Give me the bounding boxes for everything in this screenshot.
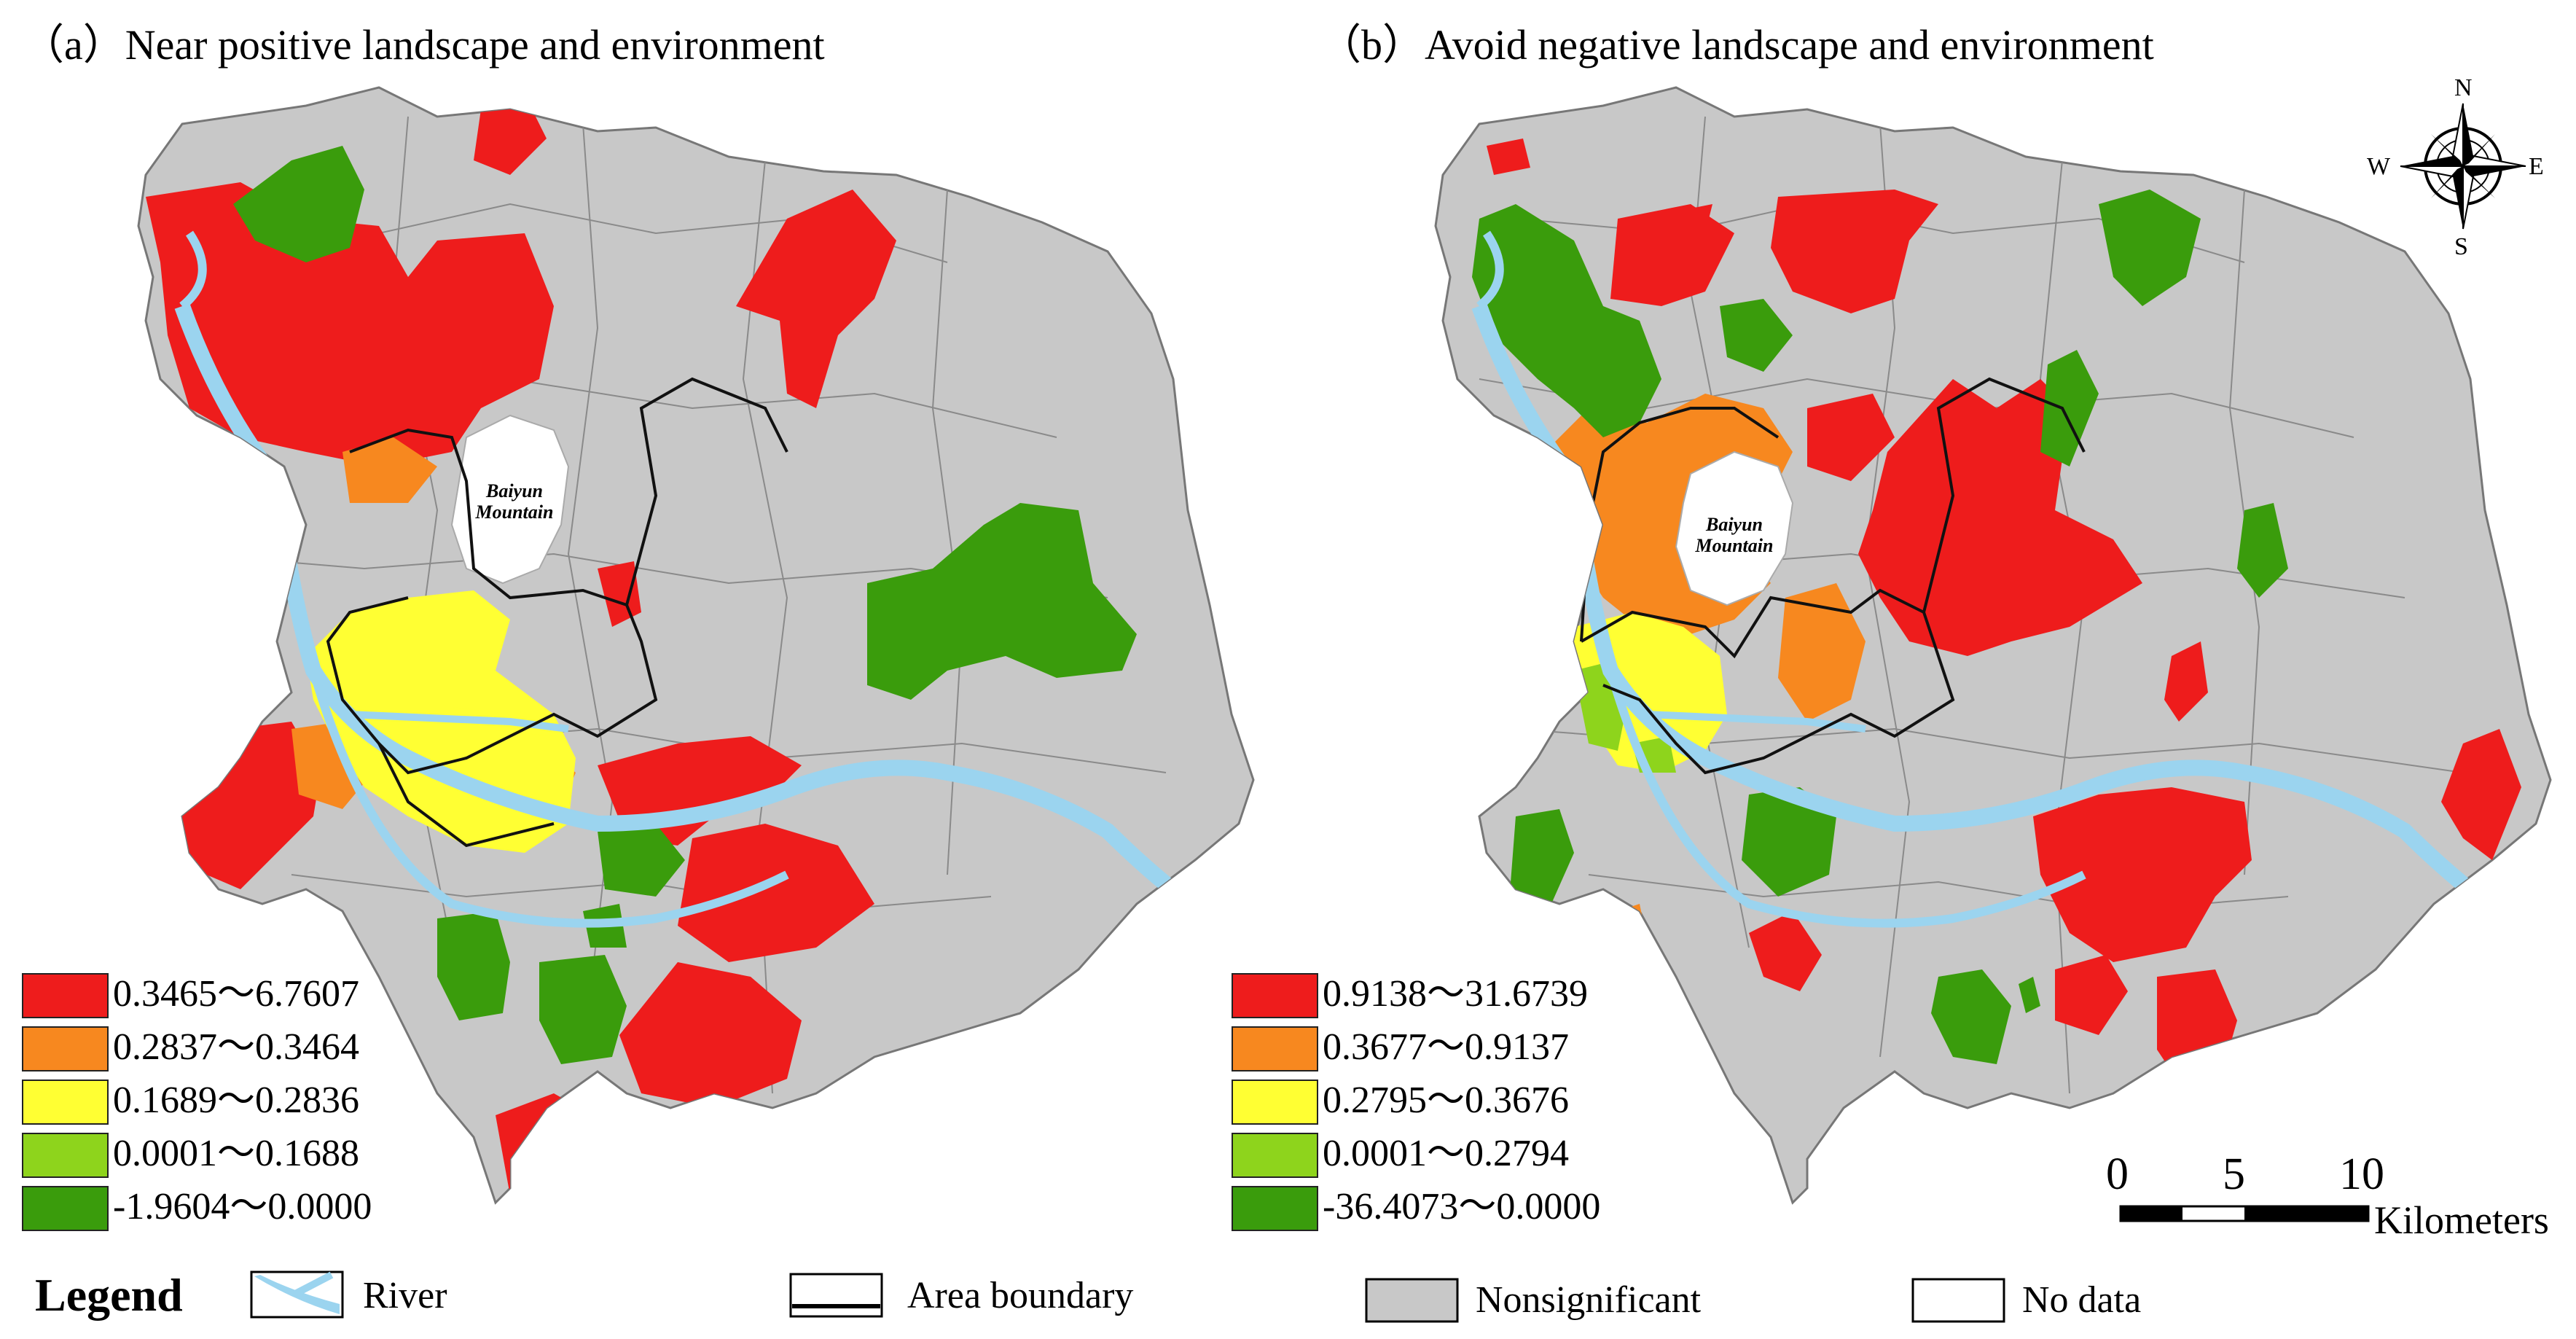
compass-n-label: N [2454,74,2473,101]
legend-area-boundary-label: Area boundary [907,1275,1134,1316]
scale-bar-tick-5: 5 [2223,1149,2245,1199]
panel-b-class-3-swatch [1232,1080,1318,1125]
legend-nonsignificant-label: Nonsignificant [1476,1279,1702,1321]
panel-b-class-2-label: 0.3677～0.9137 [1323,1026,1570,1068]
panel-b-class-2-swatch [1232,1026,1318,1071]
legend-no-data-swatch [1911,1278,2005,1323]
panel-b-class-5-patches [1472,190,2288,1064]
panel-b-class-1-swatch [1232,973,1318,1018]
scale-bar-unit: Kilometers [2374,1198,2549,1242]
compass-w-label: W [2367,153,2391,180]
panel-b-class-4-label: 0.0001～0.2794 [1323,1133,1570,1174]
panel-b-title: （b）Avoid negative landscape and environm… [1319,21,2154,69]
legend-boundary-swatch [789,1273,883,1318]
legend-heading: Legend [35,1269,183,1321]
scale-bar-tick-10: 10 [2339,1149,2384,1199]
panel-a-class-5-patches [233,146,1137,1064]
panel-a-class-1-swatch [22,973,109,1018]
panel-b-class-4-swatch [1232,1133,1318,1178]
panel-a-class-2-swatch [22,1026,109,1071]
panel-a-class-4-label: 0.0001～0.1688 [113,1133,360,1174]
panel-a-class-3-label: 0.1689～0.2836 [113,1080,360,1121]
panel-a-class-3-swatch [22,1080,109,1125]
panel-b-map [1434,86,2552,1204]
panel-a-class-1-label: 0.3465～6.7607 [113,973,360,1015]
panel-b-class-1-label: 0.9138～31.6739 [1323,973,1589,1015]
legend-river-label: River [363,1275,447,1316]
scale-bar [2119,1205,2370,1222]
scale-bar-tick-0: 0 [2106,1149,2129,1199]
compass-s-label: S [2454,233,2468,260]
panel-b-baiyun-mountain-label: Baiyun Mountain [1695,514,1774,556]
legend-river-swatch [250,1270,344,1319]
panel-a-class-5-swatch [22,1186,109,1231]
panel-a-no-data-area [450,414,570,585]
compass-rose-icon [2400,103,2526,230]
panel-a-class-2-label: 0.2837～0.3464 [113,1026,360,1068]
compass-e-label: E [2529,153,2544,180]
panel-b-no-data-area [1675,450,1794,606]
panel-b-class-3-label: 0.2795～0.3676 [1323,1080,1570,1121]
panel-a-area-boundaries [326,377,788,848]
panel-a-baiyun-mountain-label: Baiyun Mountain [475,480,554,523]
panel-a-class-5-label: -1.9604～0.0000 [113,1186,372,1227]
legend-nonsignificant-swatch [1365,1278,1459,1323]
panel-b-class-5-label: -36.4073～0.0000 [1323,1186,1601,1227]
panel-a-title: （a）Near positive landscape and environme… [22,21,825,69]
legend-no-data-label: No data [2022,1279,2142,1321]
panel-a-class-4-swatch [22,1133,109,1178]
panel-b-class-5-swatch [1232,1186,1318,1231]
